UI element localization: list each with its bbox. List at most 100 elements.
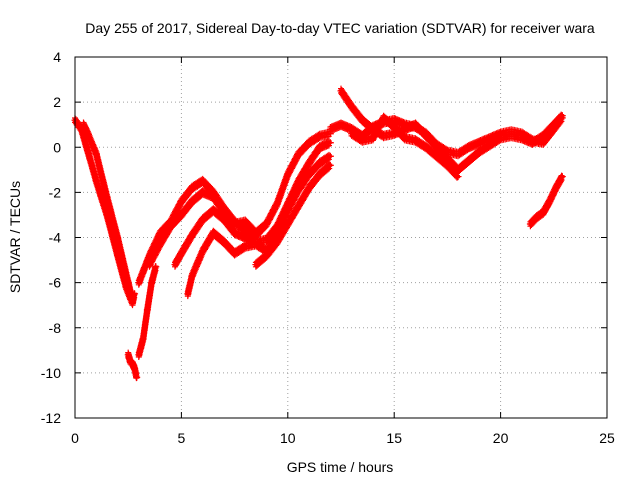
data-point [433,152,441,160]
data-point [273,200,281,208]
data-point [411,121,419,129]
data-point [422,132,430,140]
data-point [550,121,558,129]
chart-title: Day 255 of 2017, Sidereal Day-to-day VTE… [85,20,595,36]
data-point [422,143,430,151]
data-point [148,279,156,287]
x-tick-label: 25 [599,430,615,446]
data-point [316,170,324,178]
data-point [316,132,324,140]
x-tick-label: 0 [71,430,79,446]
data-point [128,297,136,305]
data-point [326,161,334,169]
data-point [263,252,271,260]
data-point [86,155,94,163]
data-point [188,231,196,239]
data-point [465,143,473,151]
y-tick-label: -8 [49,320,62,336]
data-point [199,188,207,196]
y-tick-label: 0 [53,139,61,155]
data-point [294,186,302,194]
x-tick-label: 15 [386,430,402,446]
x-tick-labels: 0 5 10 15 20 25 [71,430,615,446]
data-point [454,173,462,181]
data-point [507,132,515,140]
data-point [539,209,547,217]
y-tick-label: -10 [41,365,61,381]
data-point [305,170,313,178]
data-point [465,157,473,165]
data-point [529,139,537,147]
data-point [80,121,88,129]
data-point [133,373,141,381]
data-point [558,112,566,120]
data-point [552,184,560,192]
series-arc-8 [184,151,334,300]
y-axis-label: SDTVAR / TECUs [7,181,23,293]
series-arc-11 [337,85,566,175]
data-point [124,279,132,287]
data-point [124,351,132,359]
data-point [209,229,217,237]
x-tick-label: 10 [280,430,296,446]
y-tick-label: -2 [49,184,62,200]
data-point [199,247,207,255]
data-point [401,134,409,142]
y-tick-labels: 4 2 0 -2 -4 -6 -8 -10 -12 [41,49,61,426]
data-point [231,229,239,237]
data-point [337,87,345,95]
data-point [486,141,494,149]
data-point [316,159,324,167]
data-point [518,134,526,142]
data-point [252,229,260,237]
data-point [433,143,441,151]
data-point [337,121,345,129]
data-point [135,351,143,359]
data-point [131,364,139,372]
data-point [114,234,122,241]
data-point [177,197,185,205]
data-point [231,220,239,228]
data-point [369,134,377,142]
data-point [358,116,366,124]
data-point [533,213,541,221]
data-point [358,136,366,144]
data-point [220,238,228,246]
series-arc-9 [252,161,334,270]
data-point [526,220,534,228]
y-tick-label: 2 [53,94,61,110]
data-point [209,206,217,214]
data-point [199,177,207,185]
data-point [305,139,313,147]
data-point [284,220,292,228]
data-point [411,136,419,144]
series-arc-4 [135,263,160,360]
series-arc-13 [526,172,566,230]
data-point [103,193,111,201]
data-point [558,173,566,181]
data-point [156,240,164,248]
x-axis-label: GPS time / hours [287,459,394,475]
y-tick-label: -4 [49,230,62,246]
data-point [92,177,100,185]
data-point [139,335,147,343]
data-point [475,139,483,147]
data-point [284,170,292,178]
data-point [497,134,505,142]
data-point [326,152,334,160]
data-point [475,148,483,156]
data-point [454,150,462,158]
data-point [443,161,451,169]
data-point [209,193,217,201]
series-arc-3 [124,349,141,382]
data-point [188,197,196,205]
data-point [241,218,249,226]
data-point [401,125,409,133]
data-points [71,85,566,382]
data-point [135,279,143,287]
data-point [284,206,292,214]
data-point [231,249,239,257]
data-point [348,103,356,111]
